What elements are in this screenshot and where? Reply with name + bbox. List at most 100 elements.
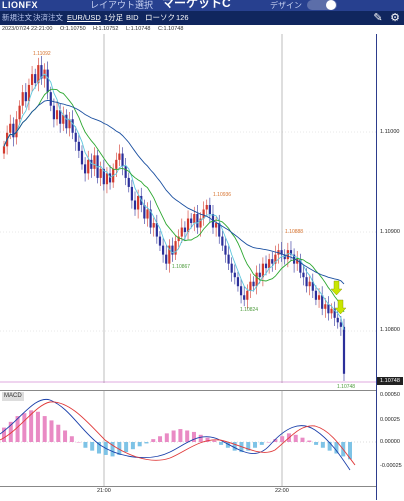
- macd-histogram-bar: [253, 442, 258, 448]
- candle-body: [224, 245, 227, 255]
- candle-body: [158, 236, 162, 246]
- new-order-button[interactable]: 新規注文: [2, 13, 32, 22]
- candle-body: [18, 105, 21, 120]
- tab-market-c[interactable]: マーケットC: [162, 0, 231, 10]
- candle-body: [311, 281, 314, 291]
- ma-short-line: [3, 73, 345, 331]
- price-chart[interactable]: [0, 34, 376, 383]
- macd-histogram-bar: [185, 430, 190, 442]
- macd-histogram-bar: [158, 436, 163, 442]
- macd-tick: -0.00025: [380, 463, 402, 469]
- candle-body: [336, 317, 339, 323]
- macd-histogram-bar: [96, 442, 101, 454]
- ma-mid-line: [3, 88, 345, 313]
- macd-histogram-bar: [15, 416, 20, 442]
- annotation-high: 1.10888: [285, 229, 304, 235]
- macd-chart[interactable]: [0, 390, 376, 486]
- candle-body: [180, 227, 183, 237]
- macd-histogram-bar: [300, 437, 305, 442]
- candle-body: [296, 259, 299, 264]
- candle-body: [80, 150, 84, 165]
- candle-body: [59, 110, 62, 124]
- candle-body: [261, 263, 264, 278]
- settle-order-button[interactable]: 決済注文: [33, 13, 63, 22]
- candle-body: [71, 119, 74, 133]
- candle-body: [161, 245, 165, 255]
- candle-body: [255, 272, 258, 287]
- candle-body: [37, 65, 40, 84]
- annotation-high: 1.10936: [213, 192, 232, 198]
- candle-body: [105, 173, 109, 185]
- candle-body: [339, 322, 342, 327]
- macd-histogram-bar: [8, 421, 13, 442]
- candle-body: [90, 159, 93, 169]
- candle-body: [93, 155, 96, 169]
- tab-layout-select[interactable]: レイアウト選択: [90, 0, 154, 10]
- signal-line: [0, 401, 356, 466]
- candle-body: [62, 114, 65, 124]
- candle-count[interactable]: 126: [176, 13, 189, 22]
- symbol-selector[interactable]: EUR/USD: [67, 13, 101, 22]
- candle-body: [271, 259, 274, 264]
- candle-body: [87, 159, 90, 174]
- candle-body: [65, 114, 68, 129]
- candle-body: [317, 295, 321, 300]
- timeframe-selector[interactable]: 1分足: [104, 13, 124, 22]
- candle-body: [268, 259, 271, 269]
- candle-body: [171, 245, 174, 255]
- design-toggle[interactable]: [307, 0, 337, 10]
- candle-body: [155, 223, 158, 237]
- candle-body: [246, 290, 249, 300]
- macd-histogram-bar: [266, 442, 271, 443]
- candle-body: [137, 195, 140, 210]
- candle-body: [196, 214, 199, 228]
- pencil-icon[interactable]: ✎: [373, 12, 383, 24]
- candle-body: [199, 218, 202, 228]
- candle-body: [115, 159, 118, 169]
- candle-body: [121, 153, 124, 167]
- candle-body: [305, 277, 308, 287]
- candle-body: [149, 209, 152, 228]
- macd-histogram-bar: [63, 430, 68, 442]
- macd-histogram-bar: [307, 440, 312, 442]
- macd-histogram-bar: [205, 437, 210, 442]
- macd-histogram-bar: [56, 424, 61, 442]
- gear-icon[interactable]: ⚙: [390, 12, 400, 24]
- macd-tick: 0.00000: [380, 439, 400, 445]
- candle-body: [289, 250, 293, 255]
- macd-histogram-bar: [137, 442, 142, 447]
- macd-histogram-bar: [259, 442, 264, 445]
- candle-body: [174, 241, 177, 255]
- macd-histogram-bar: [110, 442, 115, 457]
- chart-type-selector[interactable]: ローソク: [145, 13, 175, 22]
- arrow-down-icon: [334, 299, 347, 315]
- candle-body: [46, 69, 49, 93]
- annotation-low: 1.10824: [240, 307, 259, 313]
- macd-histogram-bar: [191, 431, 196, 442]
- price-type-selector[interactable]: BID: [126, 13, 139, 22]
- ohlc-datetime: 2023/07/24 22:21:00: [2, 26, 53, 32]
- candle-body: [99, 168, 102, 178]
- macd-histogram-bar: [117, 442, 122, 455]
- candle-body: [202, 209, 205, 219]
- candle-body: [168, 245, 171, 264]
- candle-body: [233, 272, 236, 278]
- ohlc-info: 2023/07/24 22:21:00 O:1.10750 H:1.10752 …: [0, 25, 404, 34]
- candle-body: [333, 308, 336, 318]
- candle-body: [77, 141, 80, 151]
- candle-body: [221, 236, 224, 246]
- candle-body: [49, 92, 52, 106]
- candle-body: [205, 204, 208, 210]
- candle-body: [274, 254, 277, 264]
- ohlc-close: C:1.10748: [158, 26, 184, 32]
- candle-body: [165, 254, 168, 264]
- arrow-down-icon: [330, 280, 343, 296]
- candle-body: [280, 250, 283, 255]
- candle-body: [286, 250, 289, 260]
- candle-body: [12, 123, 15, 138]
- macd-histogram-bar: [348, 442, 352, 460]
- ohlc-high: H:1.10752: [93, 26, 119, 32]
- candle-body: [21, 92, 24, 106]
- macd-histogram-bar: [246, 442, 251, 451]
- macd-histogram-bar: [29, 410, 34, 442]
